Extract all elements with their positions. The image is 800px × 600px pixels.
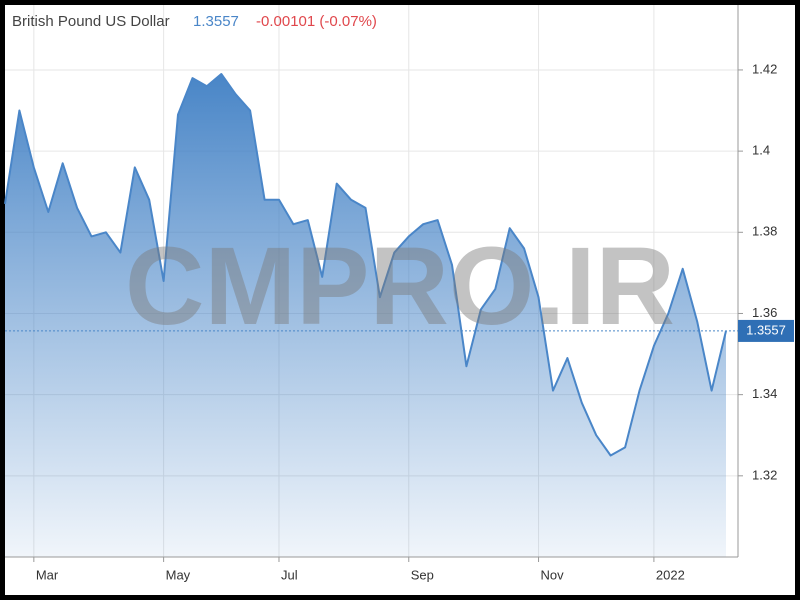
area-fill xyxy=(5,74,726,557)
y-tick-label: 1.42 xyxy=(752,61,777,76)
x-tick-label: Jul xyxy=(281,567,298,582)
x-tick-label: 2022 xyxy=(656,567,685,582)
y-tick-label: 1.32 xyxy=(752,467,777,482)
x-tick-label: Nov xyxy=(541,567,565,582)
x-tick-label: Mar xyxy=(36,567,59,582)
chart-title: British Pound US Dollar xyxy=(12,13,170,30)
y-tick-label: 1.38 xyxy=(752,224,777,239)
last-price-box xyxy=(738,319,794,342)
y-tick-label: 1.34 xyxy=(752,386,777,401)
x-tick-label: Sep xyxy=(411,567,434,582)
price: 1.3557 xyxy=(193,13,239,30)
y-tick-label: 1.4 xyxy=(752,143,770,158)
x-tick-label: May xyxy=(166,567,191,582)
y-tick-label: 1.36 xyxy=(752,305,777,320)
change: -0.00101 (-0.07%) xyxy=(256,13,377,30)
watermark: CMPRO.IR xyxy=(125,225,675,348)
last-price-label: 1.3557 xyxy=(746,322,786,337)
price-line xyxy=(4,73,727,457)
